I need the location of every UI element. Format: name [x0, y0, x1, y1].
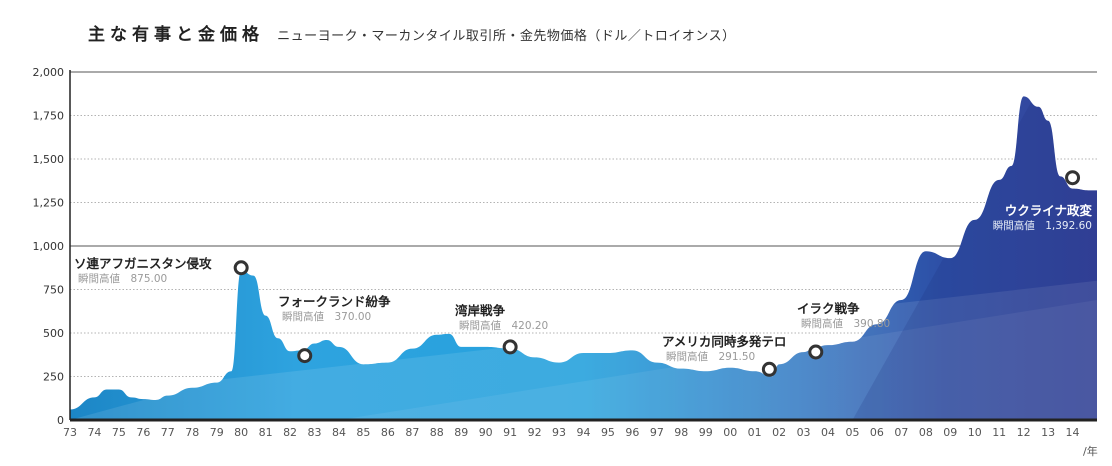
x-tick-label: 04: [821, 426, 835, 439]
annotation-marker: [233, 260, 249, 276]
annotation-label: フォークランド紛争: [278, 294, 391, 309]
annotation-label: ソ連アフガニスタン侵攻: [74, 256, 212, 271]
annotation-marker: [502, 339, 518, 355]
x-tick-label: 01: [748, 426, 762, 439]
annotation-label: 湾岸戦争: [455, 303, 506, 318]
x-tick-label: 06: [870, 426, 884, 439]
x-tick-label: 09: [943, 426, 957, 439]
x-tick-label: 79: [210, 426, 224, 439]
x-tick-label: 91: [503, 426, 517, 439]
y-tick-label: 0: [57, 414, 64, 427]
x-tick-label: 96: [625, 426, 639, 439]
x-tick-label: 02: [772, 426, 786, 439]
y-tick-label: 1,750: [33, 110, 65, 123]
x-tick-label: 07: [894, 426, 908, 439]
x-tick-label: 83: [308, 426, 322, 439]
annotation-marker: [808, 344, 824, 360]
x-tick-label: 82: [283, 426, 297, 439]
annotation-label: ウクライナ政変: [1005, 203, 1093, 218]
x-tick-label: 84: [332, 426, 346, 439]
x-tick-label: 89: [454, 426, 468, 439]
x-tick-label: 11: [992, 426, 1006, 439]
annotation-sub: 瞬間高値 1,392.60: [993, 219, 1092, 232]
x-tick-label: 90: [479, 426, 493, 439]
x-tick-label: 13: [1041, 426, 1055, 439]
x-tick-label: 75: [112, 426, 126, 439]
annotation-marker: [1065, 170, 1081, 186]
annotation-label: イラク戦争: [797, 301, 860, 316]
x-tick-label: 85: [356, 426, 370, 439]
y-tick-label: 750: [43, 284, 64, 297]
annotation-sub: 瞬間高値 291.50: [666, 350, 755, 363]
axes: 0 250 500 750 1,000 1,250 1,500 1,750 2,000 73 74 7…: [33, 66, 1098, 458]
chart-title: 主な有事と金価格: [88, 25, 264, 45]
annotation-marker: [297, 348, 313, 364]
x-tick-label: 10: [968, 426, 982, 439]
annotation-marker: [761, 361, 777, 377]
annotation-sub: 瞬間高値 875.00: [78, 272, 167, 285]
shadow-band: [852, 96, 1097, 420]
grid-lines: [70, 71, 1097, 377]
y-tick-label: 250: [43, 371, 64, 384]
chart-title-block: 主な有事と金価格 ニューヨーク・マーカンタイル取引所・金先物価格（ドル／トロイオ…: [88, 20, 736, 45]
x-tick-label: 88: [430, 426, 444, 439]
x-tick-label: 80: [234, 426, 248, 439]
y-tick-label: 1,250: [33, 197, 65, 210]
x-tick-label: 81: [259, 426, 273, 439]
x-tick-label: 08: [919, 426, 933, 439]
x-tick-label: 97: [650, 426, 664, 439]
x-tick-label: 87: [405, 426, 419, 439]
x-tick-label: 78: [185, 426, 199, 439]
x-tick-label: 93: [552, 426, 566, 439]
x-tick-label: 94: [577, 426, 591, 439]
x-tick-label: 00: [723, 426, 737, 439]
x-tick-label: 92: [528, 426, 542, 439]
x-tick-label: 14: [1066, 426, 1080, 439]
x-tick-label: 05: [845, 426, 859, 439]
annotation-sub: 瞬間高値 420.20: [459, 319, 548, 332]
x-tick-label: 76: [136, 426, 150, 439]
x-tick-label: 95: [601, 426, 615, 439]
annotation-sub: 瞬間高値 390.80: [801, 317, 890, 330]
price-area-fill: [70, 96, 1097, 421]
y-tick-label: 500: [43, 327, 64, 340]
x-tick-label: 98: [674, 426, 688, 439]
chart-subtitle: ニューヨーク・マーカンタイル取引所・金先物価格（ドル／トロイオンス）: [277, 29, 736, 44]
x-tick-label: 86: [381, 426, 395, 439]
y-tick-label: 1,500: [33, 153, 65, 166]
annotation-label: アメリカ同時多発テロ: [662, 334, 786, 349]
annotation-sub: 瞬間高値 370.00: [282, 310, 371, 323]
x-tick-label: 74: [87, 426, 101, 439]
y-tick-label: 1,000: [33, 240, 65, 253]
y-tick-label: 2,000: [33, 66, 65, 79]
x-tick-label: 73: [63, 426, 77, 439]
x-tick-label: 12: [1017, 426, 1031, 439]
x-tick-label: 77: [161, 426, 175, 439]
x-tick-label: 03: [797, 426, 811, 439]
x-tick-label: 99: [699, 426, 713, 439]
x-axis-label: /年: [1083, 444, 1098, 458]
